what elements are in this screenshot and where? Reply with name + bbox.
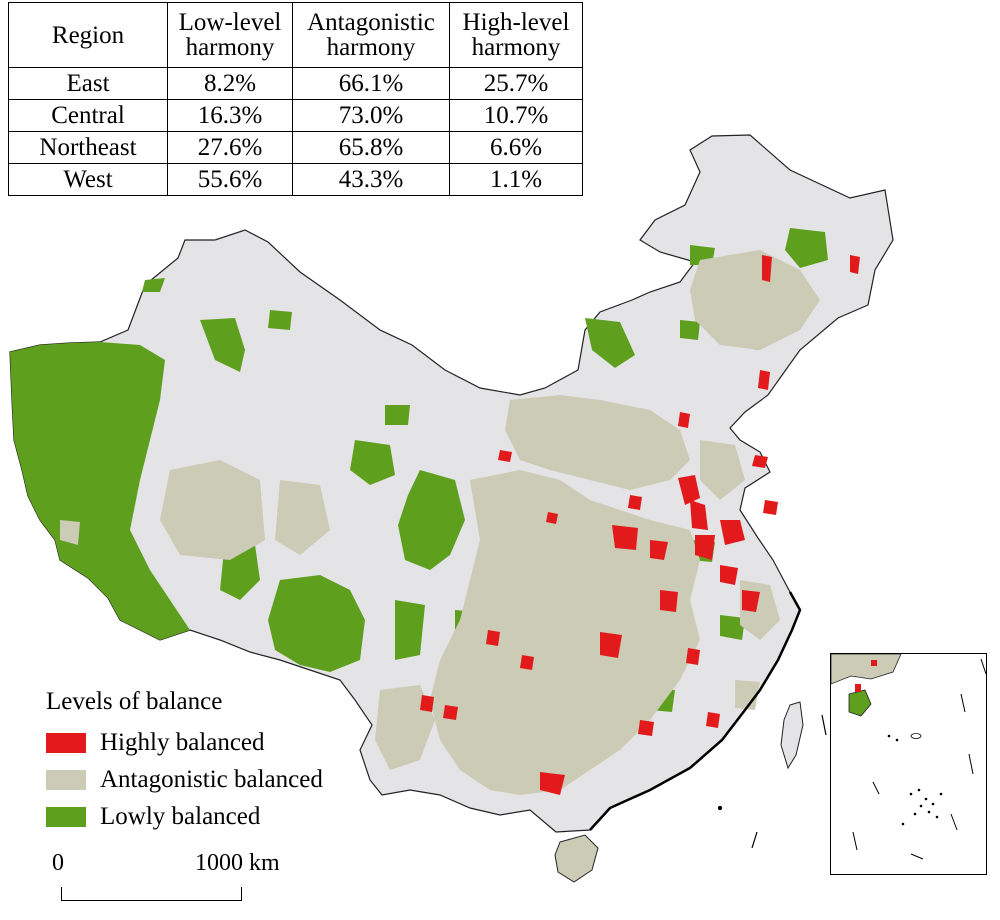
table-header-row: Region Low-level harmony Antagonistic ha… [8,2,583,68]
table-row: Northeast 27.6% 65.8% 6.6% [8,131,583,164]
harmony-statistics-table: Region Low-level harmony Antagonistic ha… [8,2,583,196]
scale-bar [61,887,242,901]
row-antagonistic: 43.3% [292,163,450,196]
map-legend: Levels of balance Highly balanced Antago… [46,688,323,835]
row-high: 1.1% [449,163,583,196]
legend-swatch-green [46,806,86,827]
row-high: 25.7% [449,67,583,100]
legend-swatch-khaki [46,769,86,790]
scattered-islands [717,714,827,849]
header-high-level-harmony: High-level harmony [449,2,583,68]
legend-label: Highly balanced [100,728,265,756]
header-ant-line1: Antagonistic [307,9,435,36]
row-antagonistic: 65.8% [292,131,450,164]
row-region: Northeast [8,131,168,164]
header-low-level-harmony: Low-level harmony [167,2,293,68]
row-low: 8.2% [167,67,293,100]
header-low-line2: harmony [185,34,275,61]
legend-item-lowly-balanced: Lowly balanced [46,798,323,835]
row-low: 55.6% [167,163,293,196]
header-high-line2: harmony [471,34,561,61]
legend-item-highly-balanced: Highly balanced [46,724,323,761]
row-region: West [8,163,168,196]
scale-bar-end-label: 1000 km [195,850,280,876]
row-antagonistic: 73.0% [292,99,450,132]
highly-balanced-regions [420,255,860,795]
table-row: Central 16.3% 73.0% 10.7% [8,99,583,132]
header-region: Region [8,2,168,68]
legend-title: Levels of balance [46,688,223,715]
inset-map [831,654,986,860]
row-high: 6.6% [449,131,583,164]
legend-swatch-red [46,732,86,753]
legend-item-antagonistic-balanced: Antagonistic balanced [46,761,323,798]
lowly-balanced-regions [10,228,828,772]
antagonistic-balanced-regions [60,250,820,795]
header-low-line1: Low-level [178,9,282,36]
hainan-island [554,834,599,883]
row-region: East [8,67,168,100]
taiwan-island [780,701,804,770]
row-low: 16.3% [167,99,293,132]
header-high-line1: High-level [462,9,570,36]
scale-bar-start-label: 0 [52,850,64,876]
row-high: 10.7% [449,99,583,132]
south-china-sea-inset [830,653,987,875]
legend-label: Antagonistic balanced [100,765,323,793]
header-ant-line2: harmony [326,34,416,61]
southeast-coastline [589,591,802,831]
table-row: West 55.6% 43.3% 1.1% [8,163,583,196]
row-region: Central [8,99,168,132]
table-row: East 8.2% 66.1% 25.7% [8,67,583,100]
row-antagonistic: 66.1% [292,67,450,100]
legend-label: Lowly balanced [100,802,261,830]
header-antagonistic-harmony: Antagonistic harmony [292,2,450,68]
row-low: 27.6% [167,131,293,164]
